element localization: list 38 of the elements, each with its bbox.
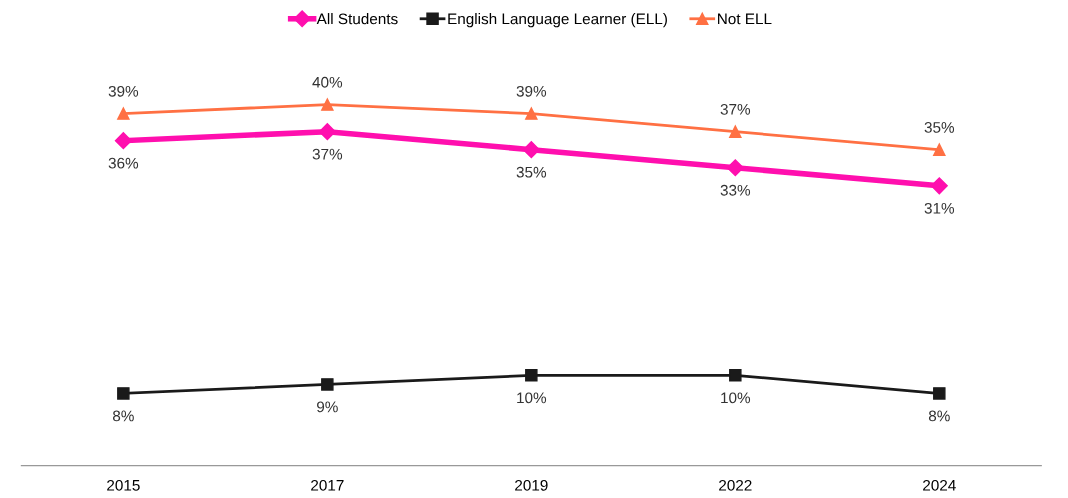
x-tick-label: 2019 [515,479,548,491]
data-label: 31% [924,202,955,214]
point [321,98,334,111]
data-label: 39% [516,85,547,97]
x-tick-label: 2022 [719,479,752,491]
data-label: 39% [108,85,139,97]
data-label: 33% [720,184,751,196]
data-label: 8% [928,410,950,422]
data-label: 40% [312,76,343,88]
point [933,387,946,400]
data-label: 37% [720,103,751,115]
point [117,387,130,400]
data-label: 10% [721,392,751,404]
data-label: 35% [924,121,955,133]
point [729,369,742,382]
x-tick-label: 2015 [107,479,140,491]
point [525,107,538,120]
point [318,123,336,141]
data-label: 37% [312,148,343,160]
data-label: 36% [108,157,139,169]
point [321,378,334,391]
point [522,141,540,159]
x-tick-label: 2017 [311,479,344,491]
data-label: 35% [516,166,547,178]
point [114,132,132,150]
point [525,369,538,382]
point [933,143,946,156]
point [930,177,948,195]
data-label: 9% [317,401,338,413]
point [117,107,130,120]
legend-label: English Language Learner (ELL) [448,13,667,28]
point [726,159,744,177]
x-tick-label: 2024 [923,479,956,491]
data-label: 8% [112,410,134,422]
legend-label: All Students [316,13,398,25]
point [729,125,742,138]
legend-label: Not ELL [718,13,772,25]
data-label: 10% [517,392,547,404]
